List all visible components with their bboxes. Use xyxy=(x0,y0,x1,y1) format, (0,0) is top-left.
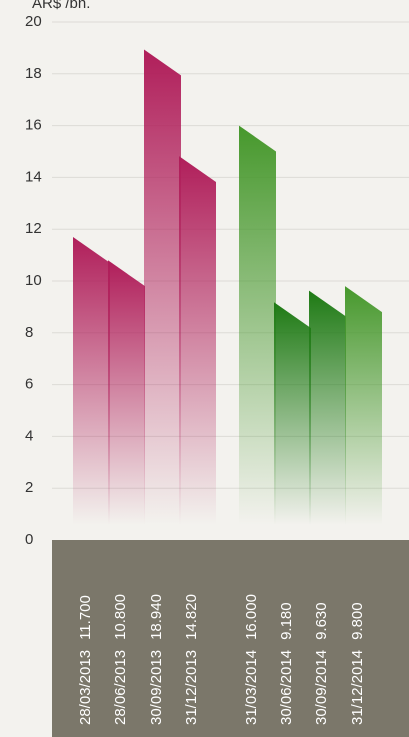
y-tick-label: 12 xyxy=(25,220,42,237)
value-label: 10.800 xyxy=(112,594,129,640)
category-label: 28/03/2013 xyxy=(77,650,94,725)
y-tick-label: 2 xyxy=(25,479,33,496)
y-tick-label: 4 xyxy=(25,427,33,444)
x-tick-label: 28/06/2013 10.800 xyxy=(112,594,129,725)
bar xyxy=(144,49,181,525)
y-tick-label: 6 xyxy=(25,376,33,393)
value-label: 18.940 xyxy=(148,594,165,640)
bar xyxy=(274,302,311,525)
value-label: 16.000 xyxy=(243,594,260,640)
bar xyxy=(309,290,346,525)
x-tick-label: 28/03/2013 11.700 xyxy=(77,595,94,725)
label-panel xyxy=(52,540,409,737)
category-label: 31/03/2014 xyxy=(243,650,260,725)
bar xyxy=(108,260,145,525)
bar xyxy=(345,286,382,525)
value-label: 9.180 xyxy=(278,602,295,640)
y-tick-label: 0 xyxy=(25,531,33,548)
category-label: 31/12/2014 xyxy=(349,650,366,725)
y-tick-label: 18 xyxy=(25,65,42,82)
y-tick-label: 16 xyxy=(25,117,42,134)
bar xyxy=(239,125,276,525)
y-tick-label: 20 xyxy=(25,13,42,30)
category-label: 30/09/2014 xyxy=(313,650,330,725)
bar xyxy=(73,236,110,525)
x-tick-label: 30/09/2013 18.940 xyxy=(148,594,165,725)
y-tick-label: 14 xyxy=(25,168,42,185)
value-label: 11.700 xyxy=(77,595,94,640)
value-label: 14.820 xyxy=(183,594,200,640)
value-label: 9.630 xyxy=(313,602,330,640)
category-label: 30/06/2014 xyxy=(278,650,295,725)
x-tick-label: 30/09/2014 9.630 xyxy=(313,602,330,725)
x-tick-label: 30/06/2014 9.180 xyxy=(278,602,295,725)
y-tick-label: 10 xyxy=(25,272,42,289)
x-tick-label: 31/12/2013 14.820 xyxy=(183,594,200,725)
x-tick-label: 31/03/2014 16.000 xyxy=(243,594,260,725)
x-tick-label: 31/12/2014 9.800 xyxy=(349,602,366,725)
value-label: 9.800 xyxy=(349,602,366,640)
y-tick-label: 8 xyxy=(25,324,33,341)
category-label: 31/12/2013 xyxy=(183,650,200,725)
category-label: 30/09/2013 xyxy=(148,650,165,725)
bar xyxy=(179,156,216,526)
y-axis-label: AR$ /bn. xyxy=(32,0,90,12)
category-label: 28/06/2013 xyxy=(112,650,129,725)
